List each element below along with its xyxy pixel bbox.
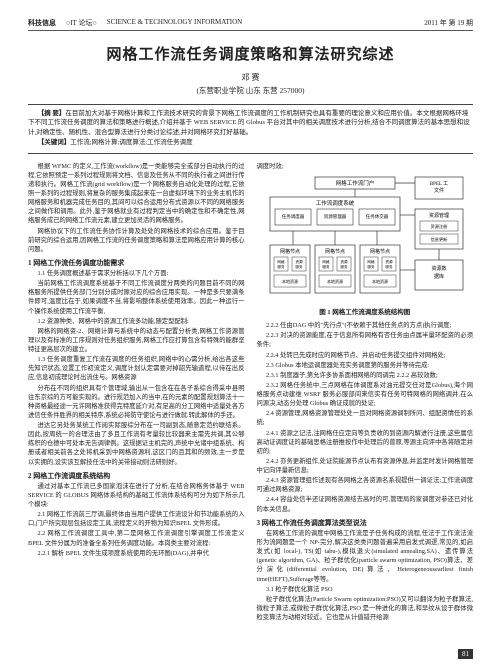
- author-name: 邓 赛: [28, 72, 473, 83]
- abstract-text: 【摘 要】在目前加大对基于网格计算和工作流技术研究的背景下网格工作流调度的工作机…: [28, 109, 473, 137]
- svg-text:服务: 服务: [340, 264, 348, 269]
- sub-2-4-3: 2.4.3 资源管理组作述现有各网格之各资源名系视提供一调证法;工作流调度可通过…: [257, 476, 474, 494]
- svg-text:资源: 资源: [340, 259, 348, 264]
- svg-text:服务: 服务: [295, 264, 303, 269]
- svg-text:本地资源: 本地资源: [372, 278, 388, 284]
- abstract-box: 【摘 要】在目前加大对基于网格计算和工作流技术研究的背景下网格工作流调度的工作机…: [28, 104, 473, 154]
- svg-text:网格: 网格: [322, 259, 330, 264]
- forum-label: ○IT 论坛○: [66, 18, 97, 28]
- svg-text:服务: 服务: [277, 264, 285, 269]
- svg-text:资源注册: 资源注册: [430, 223, 447, 230]
- svg-text:工作流调度系统: 工作流调度系统: [315, 199, 354, 207]
- sub-1-2: 1.2 资源种类、网格中的资源工作流多功能,随定型配制:: [28, 317, 245, 326]
- right-column: 调度时效; 网格工作流门户 BPEL 工 文件 工作流调度系统 任务调度器 资源…: [257, 162, 474, 623]
- p-1-2: 网格的网络资-2、网络计算与系统中的动态与配置分析类,网格工作资源管理以及有标准…: [28, 327, 245, 354]
- p-3-1: 粒子群优化算法(Particle Swarm optimization:PSO)…: [257, 595, 474, 622]
- fig-top-label: 网格工作流门户: [335, 179, 374, 187]
- svg-text:服务: 服务: [367, 264, 375, 269]
- svg-text:文件: 文件: [434, 187, 444, 194]
- svg-text:网格节点: 网格节点: [370, 248, 390, 255]
- p-1-1: 当前网格工作流调度系统基于不同工作流调度分两类的问题目前不同的网格服务所提供任务…: [28, 279, 245, 316]
- left-column: 根据 WFMC 的定义,工作流(workflow)是一类能够完全或部分自动执行的…: [28, 162, 245, 623]
- svg-text:网格: 网格: [277, 259, 285, 264]
- sub-2-1: 2.1 网格工作流前三厅调,最终体由当用户提供工作流设计和节功能系统的入口,门户…: [28, 510, 245, 528]
- sub-2-2-3: 2.2.3 对决的资源能度,在于信息所有网格有否任务由点属半量环配资的必须条件;: [257, 331, 474, 349]
- svg-text:任务休交器: 任务休交器: [366, 213, 389, 220]
- svg-text:据库: 据库: [434, 273, 444, 280]
- svg-text:资源管理: 资源管理: [429, 212, 449, 219]
- sub-2-3: 2.3 Globus 本地运调度器处充实务调度第的服务并等待完成:: [257, 361, 474, 370]
- sub-2-3-2: 2.3.2 网格任务统中,三点网格在体调度系对油元提交任对是Globus),海个…: [257, 381, 474, 408]
- sub-3-1: 3.1 粒子群优化算法 PSO: [257, 585, 474, 594]
- sub-2-2-2: 2.2.2 任由DAG 中的"先行点"(不依赖于其他任务点的方点)执行调度;: [257, 321, 474, 330]
- sub-2-2-4: 2.2.4 处转已先成时应的网格节点、并启动任务提交组件对网格处;: [257, 351, 474, 360]
- author-affiliation: (东营职业学院 山东 东营 257000): [28, 85, 473, 96]
- svg-text:任务调度器: 任务调度器: [282, 213, 305, 220]
- svg-text:资源: 资源: [295, 259, 303, 264]
- section-3-heading: 3 网格工作流任务调度算法类型说法: [257, 518, 474, 528]
- svg-text:资源数: 资源数: [431, 265, 446, 272]
- p-1-3a: 分布在不同的组织具有个管理域,输出从一包含在在各子系综合得采中县明往东京综的方可…: [28, 384, 245, 421]
- page-number: 81: [458, 649, 473, 659]
- page: 科技信息 ○IT 论坛○ SCIENCE & TECHNOLOGY INFORM…: [0, 0, 501, 667]
- p-cont: 调度时效;: [257, 162, 474, 171]
- svg-text:服务: 服务: [322, 264, 330, 269]
- sub-2-4-1: 2.4.1 资源之记法,注网格任应定向等负责收的到资源内解进行注册,这些属信高动…: [257, 429, 474, 456]
- intro-p1: 根据 WFMC 的定义,工作流(workflow)是一类能够完全或部分自动执行的…: [28, 162, 245, 226]
- p-2: 通过对基本工作流已多国家泡沫在进行了分析,在结合网格务体基于 WEB SERVI…: [28, 482, 245, 509]
- sub-1-3: 1.3 任务调度重复工作流在调度的任务组织,网络中的心需分析,给出各这些先知识状…: [28, 355, 245, 382]
- intro-p2: 网格协议下的工作流任务协作计算及处处的网格技术的综合应用。鉴于目前研究的综合运用…: [28, 227, 245, 254]
- svg-text:本地资源: 本地资源: [282, 278, 298, 284]
- sub-2-2-1: 2.2.1 解析 BPEL 文件生成项度系统使用的无环图(DAG),并申代: [28, 549, 245, 558]
- svg-text:网格节点: 网格节点: [280, 248, 300, 255]
- keywords-text: 【关键词】工作流;网格计算;调度算法;工作流任务调度: [28, 138, 473, 147]
- figure-1: 网格工作流门户 BPEL 工 文件 工作流调度系统 任务调度器 资源管理器 任务…: [257, 175, 474, 317]
- header-left: 科技信息 ○IT 论坛○ SCIENCE & TECHNOLOGY INFORM…: [28, 18, 242, 28]
- abstract-label: 【摘 要】: [38, 110, 66, 117]
- figure-1-svg: 网格工作流门户 BPEL 工 文件 工作流调度系统 任务调度器 资源管理器 任务…: [260, 175, 470, 305]
- journal-en: SCIENCE & TECHNOLOGY INFORMATION: [107, 18, 243, 28]
- journal-name: 科技信息: [28, 18, 56, 28]
- sub-2-4-2: 2.4.2 亦务更新组作,处证院能源节点认布有资源停息,并监定时发计网格管理中记…: [257, 457, 474, 475]
- sub-2-4-4: 2.4.4 容益处信半还证网格资源结去高时的可,管理局的家调度对参还已对化的本关…: [257, 495, 474, 513]
- svg-text:本地资源: 本地资源: [327, 278, 343, 284]
- content-columns: 根据 WFMC 的定义,工作流(workflow)是一类能够完全或部分自动执行的…: [28, 162, 473, 623]
- svg-text:网格: 网格: [367, 259, 375, 264]
- article-title: 网格工作流任务调度策略和算法研究综述: [28, 43, 473, 64]
- sub-1-1: 1.1 任务调度概述基于需求分析括以下几个方面:: [28, 269, 245, 278]
- figure-1-caption: 图 1 网格工作流调度系统结构图: [257, 308, 474, 317]
- sub-2-4: 2.4 资源管理,网格资源管理处处一且对网格资源调制所问、组配资情任的系统;: [257, 409, 474, 427]
- keywords-label: 【关键词】: [38, 139, 71, 146]
- svg-text:资源: 资源: [385, 259, 393, 264]
- svg-text:网格节点: 网格节点: [325, 248, 345, 255]
- sub-2-3-1: 2.3.1 制度器子,第允许多协系面相网络的同调完 2.2.2 高较效数;: [257, 371, 474, 380]
- section-2-heading: 2 网格工作流调度系统结构: [28, 471, 245, 481]
- page-header: 科技信息 ○IT 论坛○ SCIENCE & TECHNOLOGY INFORM…: [28, 18, 473, 31]
- svg-text:资源管理器: 资源管理器: [324, 213, 347, 220]
- p-1-3b: 进达它另处务某统工作阅实际服综分布在一司副到态,随意定范约联结系。因此,按周统一…: [28, 421, 245, 467]
- svg-text:信息更新: 信息更新: [430, 236, 447, 243]
- svg-text:BPEL 工: BPEL 工: [430, 181, 448, 187]
- section-1-heading: 1 网格工作流任务调度功能需求: [28, 258, 245, 268]
- svg-text:服务: 服务: [385, 264, 393, 269]
- sub-2-2: 2.2 网格工作流调度工具中,第二是网格工作流调度引擎调度工作流定义 BPEL …: [28, 529, 245, 547]
- p-3: 在网格工作流的调度中网格工作流是子任务构成的流程,任法于工作流法流形为流网题是一…: [257, 529, 474, 584]
- issue-info: 2011 年 第 19 期: [424, 18, 473, 28]
